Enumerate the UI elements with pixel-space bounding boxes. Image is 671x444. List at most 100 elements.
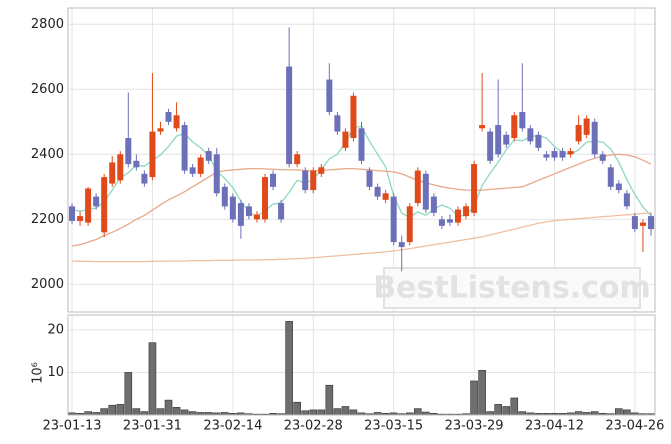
plot-frame [67,314,656,416]
volume-bar [285,321,293,416]
candle-body [69,206,76,221]
candle-body [599,154,606,161]
candle-body [551,151,558,158]
candle-body [342,131,349,148]
x-tick-label: 23-03-15 [364,419,423,434]
candle-body [479,125,486,129]
candle-body [77,216,84,221]
volume-bar [140,411,149,416]
candle-body [583,118,590,135]
candle-body [511,115,518,139]
candle-body [446,219,453,223]
volume-bar [470,380,478,416]
volume-bar [116,404,125,416]
volume-bar [180,409,189,416]
candle-body [141,173,148,184]
candle-body [165,112,172,122]
candle-body [438,219,445,226]
candle-body [173,115,180,129]
candle-body [133,160,140,168]
volume-bar [510,397,519,416]
volume-bar [486,411,494,416]
watermark-box [383,267,641,309]
candle-body [213,154,220,194]
candle-body [334,115,341,132]
candle-body [93,196,100,207]
candle-body [422,173,429,210]
x-tick-label: 23-04-12 [525,419,584,434]
volume-bar [413,408,422,416]
candle-body [181,125,188,171]
volume-bar [100,408,108,416]
candle-body [487,131,494,161]
candle-body [527,128,534,142]
y-tick-label: 2600 [31,82,64,97]
candle-body [302,170,309,191]
candle-body [519,112,526,129]
watermark: BestListens.com [373,271,651,306]
candle-body [358,128,365,161]
candle-body [245,206,252,217]
candle-body [318,167,325,174]
y-tick-label: 2000 [31,277,64,292]
candle-body [398,242,405,247]
candle-body [454,209,461,223]
volume-bar [615,408,623,416]
volume-bar [341,406,350,416]
candle-body [503,134,510,145]
candle-body [253,214,260,220]
volume-bar [478,370,486,416]
volume-bar [574,411,583,416]
candle-body [101,177,108,233]
y-tick-label: 2200 [31,212,64,227]
plot-frame [67,7,656,313]
candle-body [294,154,301,165]
candle-body [205,151,212,161]
volume-bar [333,408,342,416]
volume-bar [494,404,502,416]
y-axis-label: 10⁶ [31,362,46,384]
candle-body [471,164,478,213]
candle-body [85,188,92,223]
volume-bar [148,342,157,416]
candle-body [350,95,357,139]
candle-body [631,216,638,230]
volume-bar [124,372,133,416]
volume-bar [84,411,92,416]
candle-body [270,173,277,187]
candle-body [109,162,116,184]
candle-body [575,125,582,142]
volume-bar [164,399,173,416]
candle-body [591,121,598,155]
candle-body [278,203,285,220]
candle-body [406,206,413,243]
volume-bar [325,384,334,416]
x-tick-label: 23-03-29 [445,419,504,434]
candle-body [149,131,156,178]
candle-body [197,157,204,174]
candle-body [262,177,269,220]
volume-bar [502,406,511,416]
volume-bar [172,407,181,416]
candle-body [390,196,397,243]
candle-body [229,196,236,220]
volume-bar [301,410,310,416]
candle-body [535,134,542,148]
volume-bar [132,408,141,416]
candle-body [382,193,389,200]
volume-bar [623,409,631,416]
candle-body [623,193,630,207]
candle-body [326,79,333,113]
candle-body [559,151,566,158]
candle-body [221,186,228,207]
y-tick-label: 2800 [31,17,64,32]
volume-bar [156,408,165,416]
volume-bar [293,401,301,416]
candle-body [607,167,614,187]
candle-body [543,154,550,158]
moving-average-line [71,212,652,263]
candle-body [117,154,124,181]
volume-bar [349,409,358,416]
